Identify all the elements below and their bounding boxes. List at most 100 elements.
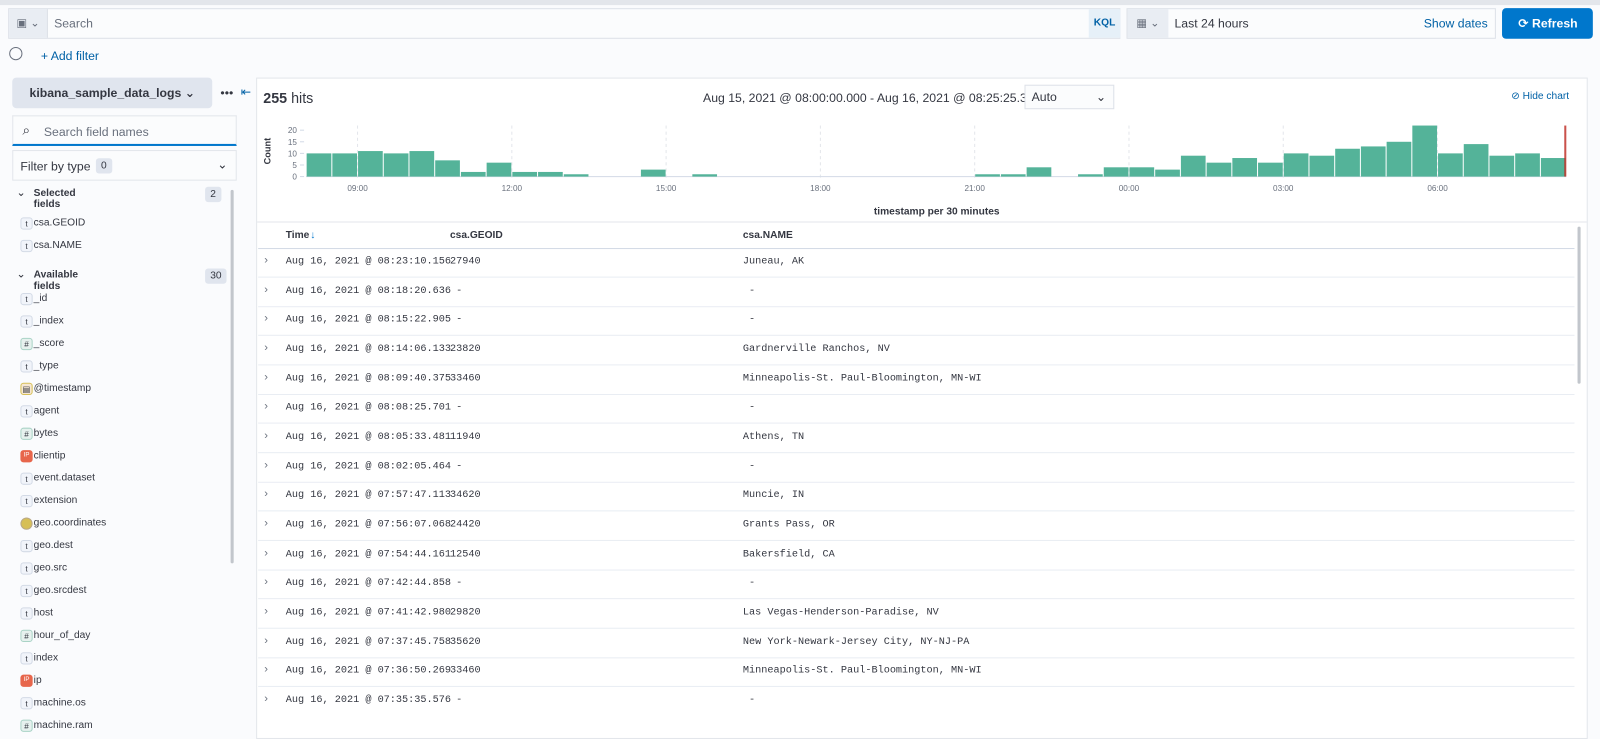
- field-name[interactable]: _type: [33, 360, 59, 372]
- filter-icon[interactable]: [9, 46, 23, 61]
- field-type-icon: ▤: [20, 382, 33, 396]
- group-title: Available fields: [33, 269, 79, 292]
- cell: Bakersfield, CA: [742, 548, 835, 561]
- field-name[interactable]: geo.coordinates: [33, 517, 107, 529]
- row-divider: [258, 598, 1575, 600]
- field-type-icon: #: [20, 629, 33, 643]
- field-type-icon: t: [20, 217, 33, 230]
- bar: [1258, 162, 1283, 177]
- field-name[interactable]: machine.os: [33, 697, 86, 709]
- saved-query-button[interactable]: ▣ ⌄: [9, 9, 48, 38]
- field-type-icon: t: [20, 360, 33, 373]
- kql-toggle[interactable]: KQL: [1088, 9, 1121, 38]
- bar: [383, 153, 409, 177]
- table-scrollbar: [1577, 226, 1581, 384]
- filter-by-type-label: Filter by type: [20, 159, 91, 174]
- cell: -: [748, 461, 756, 473]
- field-name[interactable]: index: [33, 652, 59, 664]
- field-name[interactable]: csa.NAME: [33, 239, 82, 252]
- expand-row[interactable]: ›: [264, 283, 269, 296]
- field-name[interactable]: _score: [33, 337, 65, 350]
- field-type-icon: #: [20, 337, 33, 351]
- expand-row[interactable]: ›: [264, 400, 269, 413]
- field-name[interactable]: host: [33, 607, 53, 619]
- expand-row[interactable]: ›: [264, 546, 269, 560]
- hide-chart[interactable]: ⊘ Hide chart: [1511, 90, 1570, 103]
- cell: Juneau, AK: [742, 256, 805, 268]
- chevron: ⌄: [217, 157, 228, 172]
- column-header[interactable]: csa.NAME: [742, 229, 793, 241]
- show-dates[interactable]: Show dates: [1423, 16, 1488, 31]
- column-header[interactable]: Time: [285, 229, 310, 241]
- field-name[interactable]: geo.dest: [33, 539, 73, 552]
- add-filter[interactable]: + Add filter: [40, 48, 100, 64]
- expand-row[interactable]: ›: [264, 663, 269, 677]
- expand-row[interactable]: ›: [264, 254, 269, 267]
- refresh-button[interactable]: ⟳ Refresh: [1502, 8, 1593, 39]
- expand-row[interactable]: ›: [264, 605, 269, 618]
- field-name[interactable]: machine.ram: [33, 719, 93, 731]
- sort-arrow[interactable]: ↓: [310, 229, 316, 241]
- chevron[interactable]: ⌄: [16, 268, 26, 281]
- bar: [538, 171, 563, 177]
- field-name[interactable]: agent: [33, 405, 60, 417]
- expand-row[interactable]: ›: [264, 517, 269, 530]
- field-name[interactable]: _id: [33, 292, 48, 305]
- column-header[interactable]: csa.GEOID: [449, 229, 503, 241]
- hits: 255 hits: [263, 90, 313, 106]
- chevron[interactable]: ⌄: [16, 186, 26, 200]
- field-name[interactable]: geo.src: [33, 562, 68, 574]
- expand-row[interactable]: ›: [264, 458, 269, 472]
- filter-by-type[interactable]: Filter by type 0 ⌄: [12, 150, 237, 181]
- quick-menu-button[interactable]: ▦ ⌄: [1127, 9, 1169, 38]
- field-name[interactable]: hour_of_day: [33, 629, 91, 641]
- field-name[interactable]: _index: [33, 315, 64, 327]
- field-name[interactable]: geo.srcdest: [33, 584, 87, 597]
- field-type-icon: t: [20, 584, 33, 598]
- interval: Auto: [1031, 89, 1057, 105]
- collapse-icon[interactable]: ⇤: [240, 84, 252, 100]
- expand-row[interactable]: ›: [264, 634, 269, 647]
- cell: Las Vegas-Henderson-Paradise, NV: [742, 607, 939, 619]
- field-name[interactable]: csa.GEOID: [33, 217, 86, 229]
- refresh-icon: ⟳: [1518, 16, 1533, 31]
- x-tick-label: 03:00: [1273, 184, 1294, 193]
- bar: [1129, 167, 1155, 177]
- row-divider: [258, 627, 1575, 629]
- expand-row[interactable]: ›: [264, 488, 269, 501]
- x-tick-label: 15:00: [656, 184, 677, 193]
- field-type-icon: t: [20, 472, 33, 485]
- cell: 33460: [449, 665, 481, 678]
- field-name[interactable]: event.dataset: [33, 472, 95, 484]
- cell: -: [456, 578, 463, 590]
- expand-row[interactable]: ›: [264, 429, 269, 442]
- row-divider: [258, 657, 1575, 659]
- bar: [692, 174, 718, 177]
- interval-select[interactable]: Auto ⌄: [1024, 84, 1115, 110]
- field-name[interactable]: bytes: [33, 427, 59, 439]
- field-name[interactable]: extension: [33, 495, 78, 507]
- search-input[interactable]: Search: [54, 16, 93, 31]
- now-marker: [1564, 125, 1567, 177]
- options-icon[interactable]: •••: [220, 85, 234, 101]
- expand-row[interactable]: ›: [264, 576, 269, 589]
- field-type-icon: t: [20, 652, 33, 665]
- expand-row[interactable]: ›: [264, 341, 269, 355]
- field-search[interactable]: ⌕ Search field names: [12, 115, 237, 146]
- x-tick-label: 00:00: [1119, 184, 1140, 193]
- row-divider: [258, 510, 1575, 512]
- date-range[interactable]: Last 24 hours: [1174, 16, 1249, 31]
- expand-row[interactable]: ›: [264, 371, 269, 384]
- field-name[interactable]: @timestamp: [33, 382, 92, 394]
- field-name[interactable]: ip: [33, 674, 42, 686]
- cell: Aug 16, 2021 @ 08:05:33.481: [285, 431, 452, 443]
- bar: [1335, 148, 1360, 177]
- field-type-icon: t: [20, 607, 33, 620]
- expand-row[interactable]: ›: [264, 312, 269, 325]
- field-name[interactable]: clientip: [33, 450, 66, 462]
- field-type-icon: t: [20, 315, 33, 328]
- expand-row[interactable]: ›: [264, 693, 269, 706]
- bar: [1180, 155, 1206, 177]
- index-pattern-button[interactable]: kibana_sample_data_logs ⌄: [12, 77, 213, 109]
- cell: Aug 16, 2021 @ 08:18:20.636: [285, 285, 452, 297]
